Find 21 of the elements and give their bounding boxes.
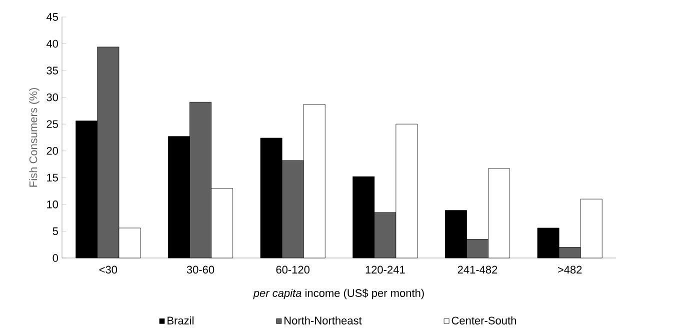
x-tick-label: 30-60 bbox=[186, 266, 214, 274]
x-tick-label: >482 bbox=[558, 266, 582, 274]
x-tick-label: 120-241 bbox=[366, 266, 405, 274]
y-tick-label: 25 bbox=[46, 120, 58, 128]
y-tick-label: 30 bbox=[46, 93, 58, 102]
x-tick-label: 60-120 bbox=[276, 266, 310, 274]
y-tick-label: 45 bbox=[46, 13, 58, 21]
y-tick-label: 35 bbox=[46, 66, 58, 74]
y-tick-label: 10 bbox=[47, 200, 58, 208]
y-tick-label: 0 bbox=[52, 254, 58, 262]
x-axis-title: per capita income (US$ per month) bbox=[253, 288, 424, 300]
legend-label: Center-South bbox=[452, 316, 516, 324]
y-tick-label: 40 bbox=[46, 40, 58, 48]
legend-label: Brazil bbox=[168, 316, 194, 324]
y-tick-label: 5 bbox=[52, 227, 58, 236]
y-axis-title: Fish Consumers (%) bbox=[29, 88, 40, 187]
y-tick-label: 15 bbox=[47, 174, 58, 182]
x-tick-label: 241-482 bbox=[458, 266, 498, 274]
legend-label: North-Northeast bbox=[284, 316, 362, 324]
y-tick-label: 20 bbox=[46, 146, 58, 155]
x-tick-label: <30 bbox=[99, 266, 118, 274]
